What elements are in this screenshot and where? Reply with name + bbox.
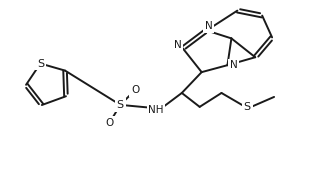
Text: S: S xyxy=(37,59,44,69)
Text: N: N xyxy=(174,40,182,50)
Text: S: S xyxy=(117,100,124,110)
Text: NH: NH xyxy=(148,105,164,115)
Text: S: S xyxy=(244,102,251,112)
Text: N: N xyxy=(205,22,213,32)
Text: O: O xyxy=(105,118,113,128)
Text: O: O xyxy=(131,85,139,95)
Text: N: N xyxy=(230,60,237,70)
